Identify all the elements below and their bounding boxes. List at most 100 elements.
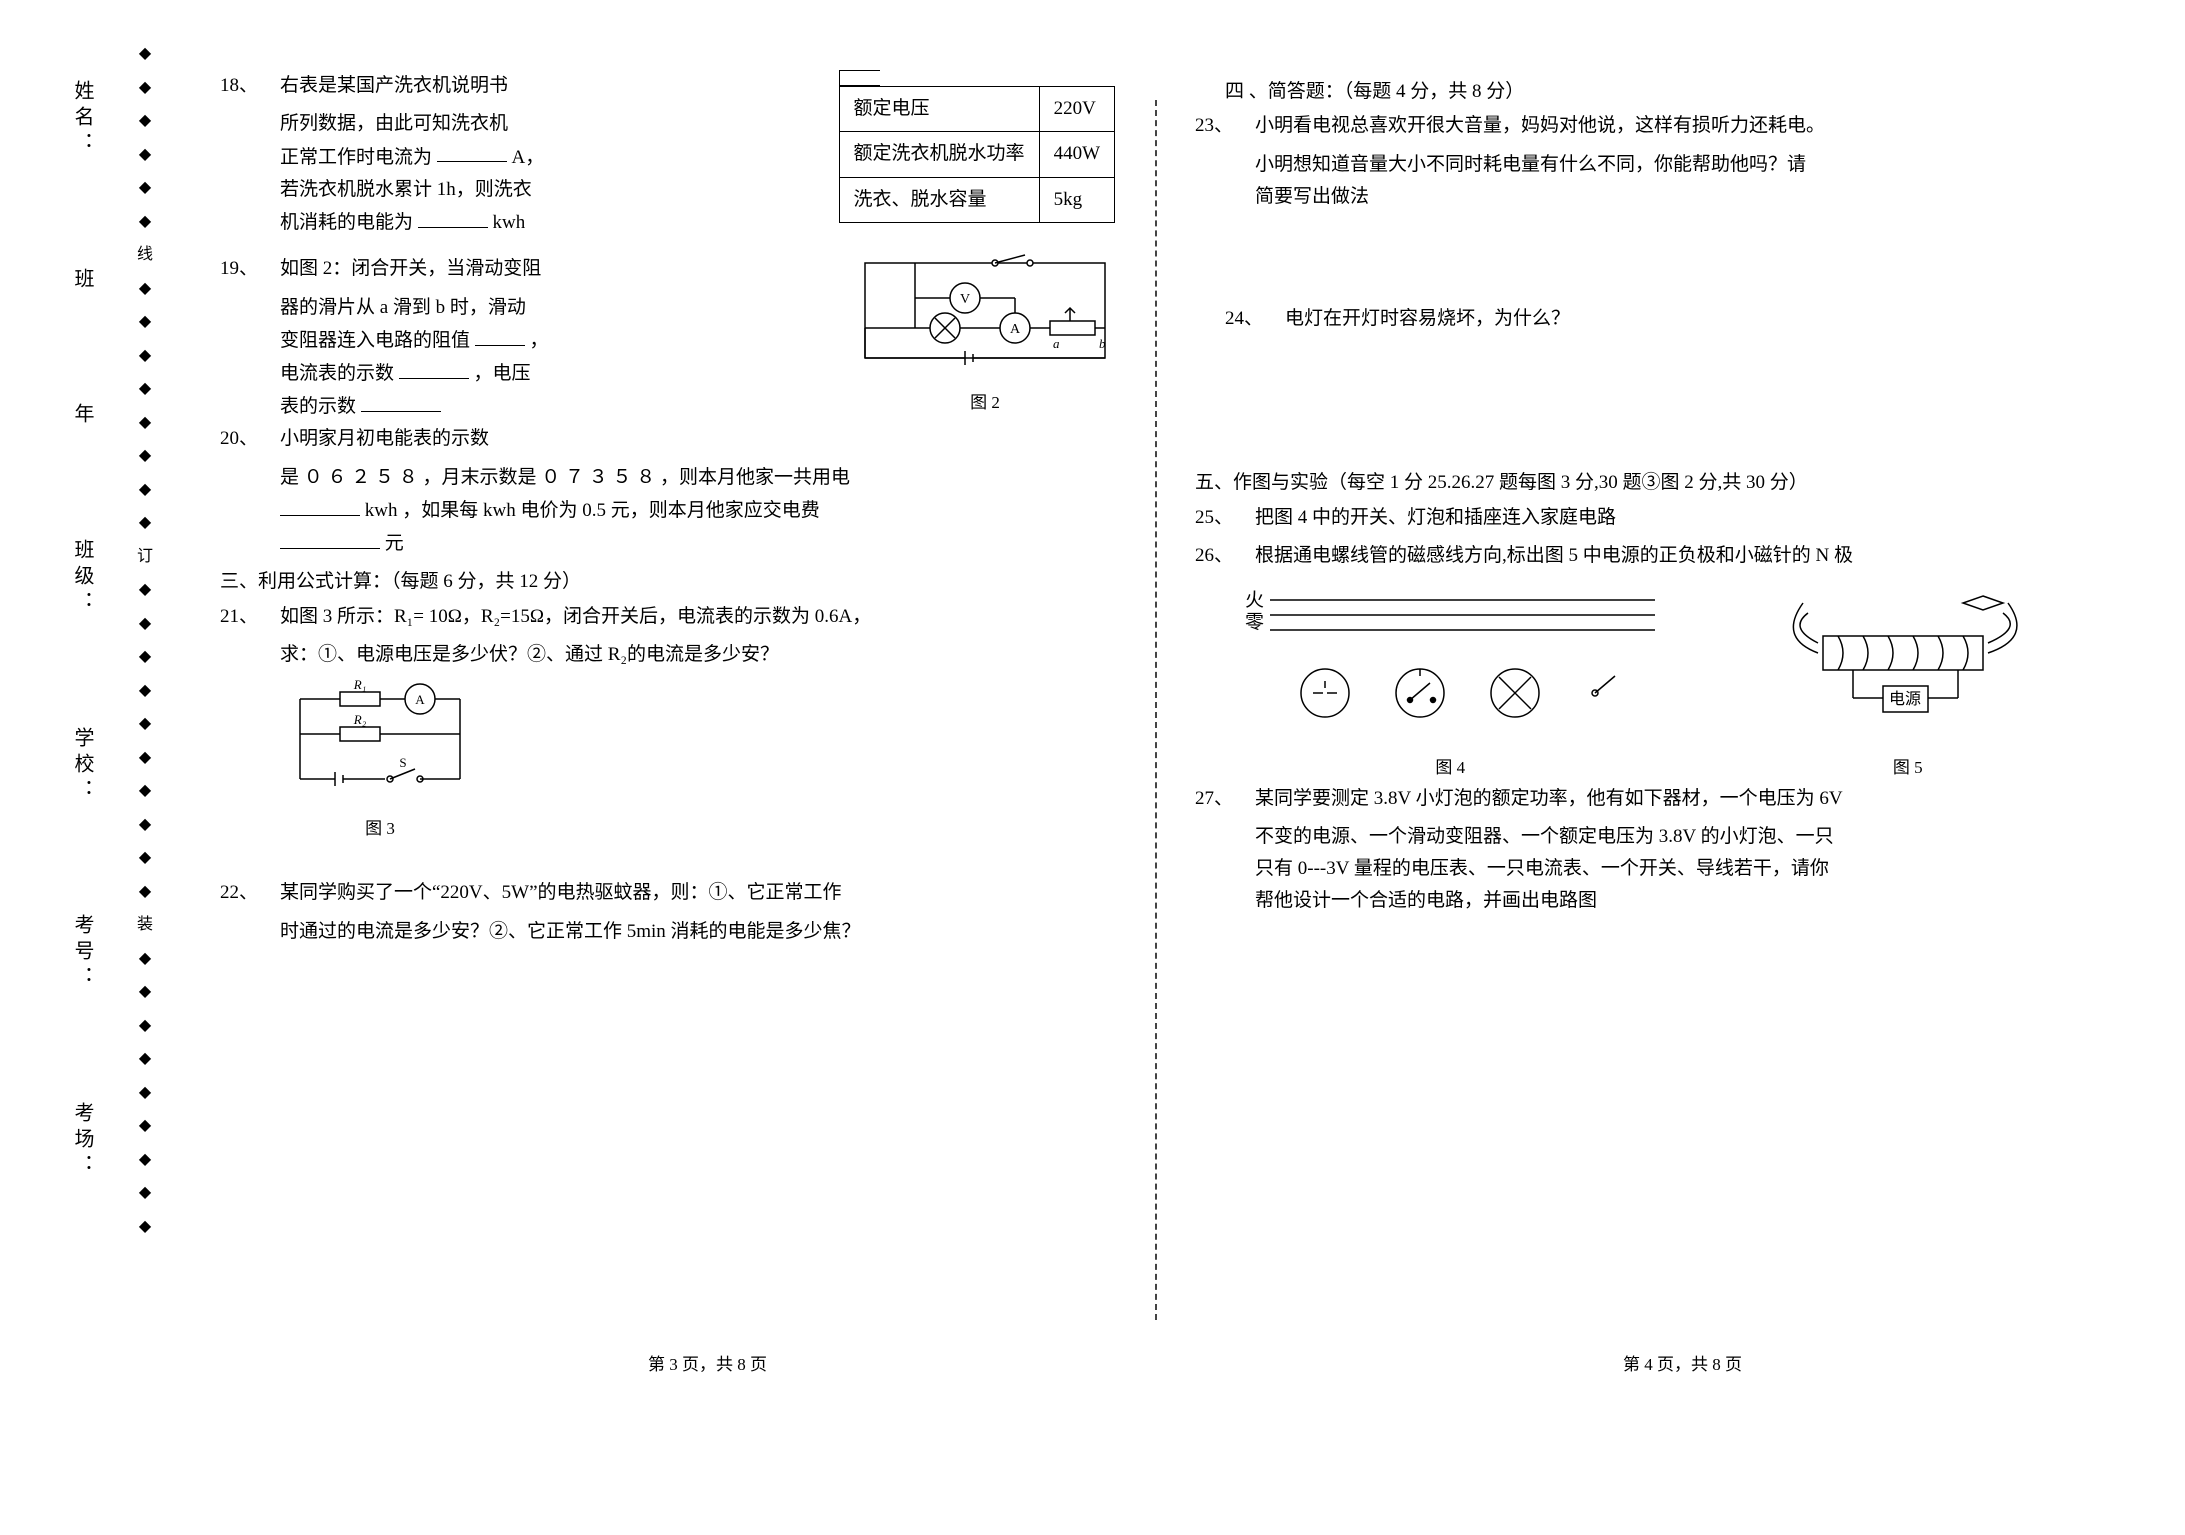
- q18-line1: 右表是某国产洗衣机说明书: [280, 70, 799, 102]
- label-nian: 年: [65, 403, 99, 429]
- table-cell: 440W: [1039, 132, 1114, 177]
- diamond-icon: ◆: [139, 275, 151, 302]
- figure-5: 电源 图 5: [1725, 588, 2090, 782]
- q26-block: 26、 根据通电螺线管的磁感线方向,标出图 5 中电源的正负极和小磁针的 N 极: [1195, 540, 2090, 572]
- svg-text:V: V: [960, 292, 970, 307]
- diamond-icon: ◆: [139, 1146, 151, 1173]
- q20-l1: 小明家月初电能表的示数: [280, 423, 1115, 455]
- diamond-icon: ◆: [139, 442, 151, 469]
- q23-text2: 小明想知道音量大小不同时耗电量有什么不同，你能帮助他吗？请: [1255, 149, 2090, 181]
- q18-num: 18、: [220, 70, 280, 102]
- diamond-icon: ◆: [139, 1045, 151, 1072]
- table-cell: 5kg: [1039, 177, 1114, 222]
- table-row: 额定电压 220V: [839, 87, 1114, 132]
- binding-marker: 线: [137, 241, 153, 268]
- q19-block: 19、 如图 2：闭合开关，当滑动变阻 器的滑片从 a 滑到 b 时，滑动 变阻…: [220, 253, 1115, 423]
- svg-text:零: 零: [1245, 612, 1264, 633]
- pages-container: 18、 右表是某国产洗衣机说明书 所列数据，由此可知洗衣机 正常工作时电流为 A…: [180, 40, 2130, 1440]
- q23-text: 小明看电视总喜欢开很大音量，妈妈对他说，这样有损听力还耗电。: [1255, 110, 2090, 142]
- q20-l4: 元: [385, 533, 404, 554]
- q26-num: 26、: [1195, 540, 1255, 572]
- diamond-icon: ◆: [139, 308, 151, 335]
- blank-energy[interactable]: [418, 206, 488, 228]
- label-room: 考场：: [65, 1102, 99, 1180]
- svg-text:R₁: R₁: [353, 679, 366, 692]
- svg-text:R₂: R₂: [353, 712, 367, 727]
- page-4-footer: 第 4 页，共 8 页: [1195, 1351, 2170, 1380]
- q19-num: 19、: [220, 253, 280, 285]
- q18-block: 18、 右表是某国产洗衣机说明书 所列数据，由此可知洗衣机 正常工作时电流为 A…: [220, 70, 1115, 239]
- diamond-icon: ◆: [139, 174, 151, 201]
- svg-text:电源: 电源: [1889, 690, 1921, 708]
- blank-voltmeter[interactable]: [361, 390, 441, 412]
- q22-text: 某同学购买了一个“220V、5W”的电热驱蚊器，则：①、它正常工作: [280, 877, 1115, 909]
- q18-line3b: A，: [512, 146, 545, 167]
- q18-line2: 所列数据，由此可知洗衣机: [280, 108, 799, 140]
- svg-text:a: a: [1053, 336, 1060, 351]
- q23-num: 23、: [1195, 110, 1255, 142]
- q24-text: 电灯在开灯时容易烧坏，为什么？: [1285, 303, 2090, 335]
- q24-num: 24、: [1225, 303, 1285, 335]
- spec-table: 额定电压 220V 额定洗衣机脱水功率 440W 洗衣、脱水容量 5kg: [839, 86, 1115, 223]
- diamond-icon: ◆: [139, 208, 151, 235]
- q18-line5a: 机消耗的电能为: [280, 212, 413, 233]
- q22-block: 22、 某同学购买了一个“220V、5W”的电热驱蚊器，则：①、它正常工作: [220, 877, 1115, 909]
- q19-l1: 如图 2：闭合开关，当滑动变阻: [280, 253, 835, 285]
- q20-num: 20、: [220, 423, 280, 455]
- circuit-fig3-icon: R₁ A R₂: [285, 679, 475, 799]
- q27-block: 27、 某同学要测定 3.8V 小灯泡的额定功率，他有如下器材，一个电压为 6V: [1195, 783, 2090, 815]
- q18-line4: 若洗衣机脱水累计 1h，则洗衣: [280, 174, 799, 206]
- q27-num: 27、: [1195, 783, 1255, 815]
- blank-current[interactable]: [437, 141, 507, 163]
- svg-text:b: b: [1099, 336, 1106, 351]
- fig4-caption: 图 4: [1195, 754, 1705, 783]
- diamond-icon: ◆: [139, 576, 151, 603]
- q26-text: 根据通电螺线管的磁感线方向,标出图 5 中电源的正负极和小磁针的 N 极: [1255, 540, 2090, 572]
- diamond-icon: ◆: [139, 1179, 151, 1206]
- diamond-icon: ◆: [139, 141, 151, 168]
- q19-l2: 器的滑片从 a 滑到 b 时，滑动: [280, 292, 835, 324]
- q21-num: 21、: [220, 601, 280, 633]
- q19-l4a: 电流表的示数: [280, 363, 394, 384]
- q19-l3a: 变阻器连入电路的阻值: [280, 330, 470, 351]
- page-3: 18、 右表是某国产洗衣机说明书 所列数据，由此可知洗衣机 正常工作时电流为 A…: [180, 40, 1155, 1440]
- q19-l4b: ，电压: [474, 363, 531, 384]
- table-cell: 额定电压: [839, 87, 1039, 132]
- q25-num: 25、: [1195, 502, 1255, 534]
- diamond-icon: ◆: [139, 878, 151, 905]
- q21-text: 如图 3 所示：R₁= 10Ω，R₂=15Ω，闭合开关后，电流表的示数为 0.6…: [280, 601, 1115, 633]
- blank-fee[interactable]: [280, 527, 380, 549]
- diamond-icon: ◆: [139, 777, 151, 804]
- student-info-column: 姓名： 班 年 班级： 学校： 考号： 考场：: [62, 80, 102, 1180]
- blank-ammeter[interactable]: [399, 357, 469, 379]
- page-3-footer: 第 3 页，共 8 页: [220, 1351, 1195, 1380]
- q23-block: 23、 小明看电视总喜欢开很大音量，妈妈对他说，这样有损听力还耗电。: [1195, 110, 2090, 142]
- svg-text:A: A: [415, 692, 425, 707]
- diamond-icon: ◆: [139, 844, 151, 871]
- diamond-icon: ◆: [139, 811, 151, 838]
- label-school: 学校：: [65, 727, 99, 805]
- binding-marker: 装: [137, 911, 153, 938]
- svg-text:火: 火: [1245, 590, 1264, 611]
- table-cell: 220V: [1039, 87, 1114, 132]
- label-class: 班级：: [65, 539, 99, 617]
- exam-sheet: 姓名： 班 年 班级： 学校： 考号： 考场： ◆ ◆ ◆ ◆ ◆ ◆ 线 ◆ …: [0, 0, 2185, 1535]
- label-ban: 班: [65, 268, 99, 294]
- blank-resistance[interactable]: [475, 324, 525, 346]
- diamond-icon: ◆: [139, 342, 151, 369]
- table-row: 额定洗衣机脱水功率 440W: [839, 132, 1114, 177]
- table-cell: 额定洗衣机脱水功率: [839, 132, 1039, 177]
- q27-text2: 不变的电源、一个滑动变阻器、一个额定电压为 3.8V 的小灯泡、一只: [1255, 821, 2090, 853]
- binding-marker: 订: [137, 543, 153, 570]
- q23-text3: 简要写出做法: [1255, 181, 2090, 213]
- fig3-caption: 图 3: [280, 815, 480, 844]
- q21-block: 21、 如图 3 所示：R₁= 10Ω，R₂=15Ω，闭合开关后，电流表的示数为…: [220, 601, 1115, 633]
- section-5-title: 五、作图与实验（每空 1 分 25.26.27 题每图 3 分,30 题③图 2…: [1195, 467, 2090, 499]
- fig5-caption: 图 5: [1725, 754, 2090, 783]
- blank-kwh[interactable]: [280, 494, 360, 516]
- q18-line3a: 正常工作时电流为: [280, 146, 432, 167]
- diamond-icon: ◆: [139, 509, 151, 536]
- diamond-icon: ◆: [139, 643, 151, 670]
- table-cell: 洗衣、脱水容量: [839, 177, 1039, 222]
- diamond-icon: ◆: [139, 677, 151, 704]
